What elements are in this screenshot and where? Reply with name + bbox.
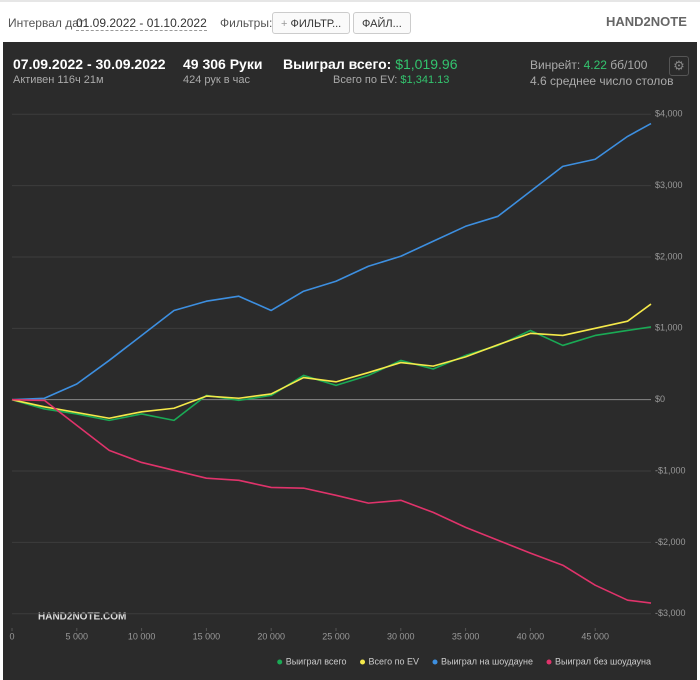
legend-marker (277, 659, 283, 665)
series-line (11, 398, 652, 604)
y-tick-label: $0 (655, 394, 665, 404)
y-tick-label: -$1,000 (655, 465, 686, 475)
legend-label: Всего по EV (369, 656, 419, 666)
y-tick-label: -$2,000 (655, 537, 686, 547)
watermark: HAND2NOTE.COM (38, 612, 126, 623)
series-line (11, 303, 652, 420)
legend-label: Выиграл всего (286, 656, 347, 666)
date-label: Интервал дат: (8, 16, 88, 30)
y-tick-label: -$3,000 (655, 608, 686, 618)
date-range[interactable]: 01.09.2022 - 01.10.2022 (76, 16, 207, 31)
x-tick-label: 25 000 (322, 631, 350, 641)
y-tick-label: $2,000 (655, 251, 683, 261)
graph-panel: 07.09.2022 - 30.09.2022 Активен 116ч 21м… (3, 42, 697, 680)
hands: 49 306 Руки (183, 56, 263, 72)
legend-label: Выиграл на шоудауне (441, 656, 533, 666)
logo: HAND2NOTE (606, 14, 687, 29)
filters-label: Фильтры: (220, 16, 273, 30)
series-line (11, 122, 652, 401)
x-tick-label: 0 (9, 631, 14, 641)
legend-marker (546, 659, 552, 665)
series-line (11, 326, 652, 422)
ev-label: Всего по EV: (333, 74, 398, 86)
y-tick-label: $3,000 (655, 180, 683, 190)
x-tick-label: 15 000 (193, 631, 221, 641)
winrate-unit: бб/100 (610, 58, 648, 72)
settings-button[interactable]: ⚙ (669, 56, 689, 76)
period: 07.09.2022 - 30.09.2022 (13, 56, 166, 72)
x-tick-label: 45 000 (581, 631, 609, 641)
x-tick-label: 10 000 (128, 631, 156, 641)
filter-button-text: ФИЛЬТР... (290, 18, 342, 30)
active-time: Активен 116ч 21м (13, 74, 104, 86)
legend-label: Выиграл без шоудауна (555, 656, 651, 666)
x-tick-label: 35 000 (452, 631, 480, 641)
winrate-label: Винрейт: (530, 58, 581, 72)
y-tick-label: $1,000 (655, 323, 683, 333)
filter-button[interactable]: + ФИЛЬТР... (272, 12, 351, 34)
legend-marker (432, 659, 438, 665)
x-tick-label: 30 000 (387, 631, 415, 641)
x-tick-label: 40 000 (517, 631, 545, 641)
won-label: Выиграл всего: (283, 56, 392, 72)
ev-value: $1,341.13 (400, 74, 450, 86)
legend-marker (360, 659, 366, 665)
y-tick-label: $4,000 (655, 109, 683, 119)
file-button[interactable]: ФАЙЛ... (353, 12, 411, 34)
winrate-value: 4.22 (583, 58, 607, 72)
toolbar: Интервал дат: 01.09.2022 - 01.10.2022 Фи… (0, 0, 700, 40)
hands-per-hour: 424 рук в час (183, 74, 251, 86)
tables: 4.6 среднее число столов (530, 74, 674, 88)
won-value: $1,019.96 (395, 56, 458, 72)
x-tick-label: 5 000 (66, 631, 89, 641)
x-tick-label: 20 000 (257, 631, 285, 641)
